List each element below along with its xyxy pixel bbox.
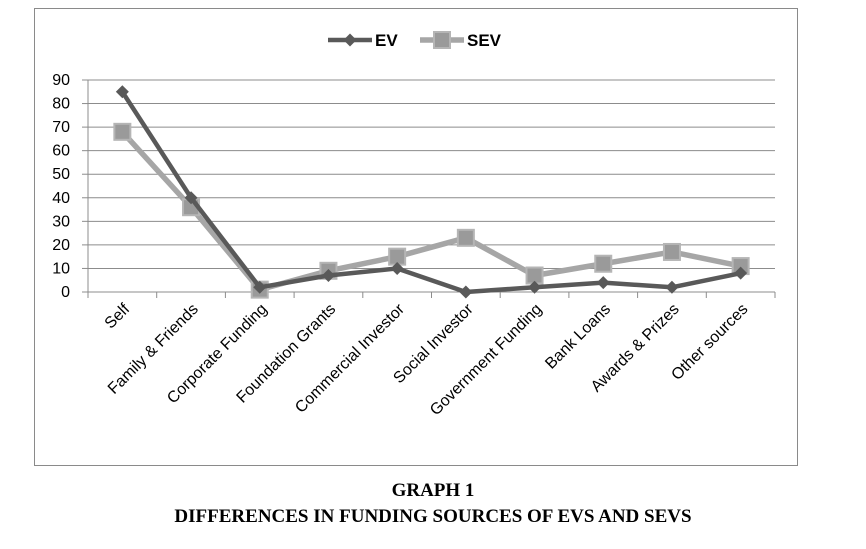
marker-square — [113, 122, 132, 141]
series-line-ev — [120, 90, 742, 295]
x-tick-label: Self — [102, 300, 134, 332]
y-tick-label: 50 — [52, 166, 70, 183]
y-tick-label: 30 — [52, 213, 70, 230]
series-line-sev — [120, 129, 742, 293]
point-ev — [665, 280, 679, 294]
point-ev — [596, 276, 610, 290]
series-sev — [113, 122, 750, 299]
point-ev — [115, 85, 129, 99]
marker-square — [594, 254, 613, 273]
y-tick-label: 20 — [52, 237, 70, 254]
marker-square — [456, 228, 475, 247]
legend-item-ev: EV — [328, 31, 398, 50]
y-tick-label: 70 — [52, 119, 70, 136]
chart-frame — [34, 8, 798, 466]
series-ev — [115, 85, 748, 299]
series-lines — [113, 85, 750, 299]
caption-subtitle: DIFFERENCES IN FUNDING SOURCES OF EVS AN… — [174, 506, 692, 527]
point-ev — [321, 269, 335, 283]
axes — [82, 79, 776, 298]
y-tick-label: 80 — [52, 96, 70, 113]
gridlines — [88, 79, 775, 269]
legend: EV SEV — [328, 31, 502, 50]
y-tick-label: 40 — [52, 190, 70, 207]
point-ev — [253, 280, 267, 294]
point-ev — [459, 285, 473, 299]
y-tick-label: 60 — [52, 143, 70, 160]
y-tick-labels: 0 10 20 30 40 50 60 70 80 90 — [52, 72, 70, 301]
point-sev — [113, 122, 132, 141]
point-ev — [184, 191, 198, 205]
marker-square — [662, 242, 681, 261]
y-tick-label: 0 — [61, 284, 70, 301]
point-ev — [528, 280, 542, 294]
point-ev — [734, 266, 748, 280]
legend-item-sev: SEV — [420, 31, 502, 50]
caption-title: GRAPH 1 — [391, 480, 475, 501]
x-tick-label: Government Funding — [427, 301, 545, 419]
legend-label-ev: EV — [375, 31, 398, 50]
legend-marker-sev — [433, 31, 451, 49]
point-sev — [456, 228, 475, 247]
legend-marker-ev — [343, 33, 357, 47]
y-tick-label: 90 — [52, 72, 70, 89]
point-ev — [390, 261, 404, 275]
x-tick-label: Bank Loans — [542, 301, 614, 373]
legend-label-sev: SEV — [467, 31, 502, 50]
y-tick-label: 10 — [52, 260, 70, 277]
figure-caption: GRAPH 1 DIFFERENCES IN FUNDING SOURCES O… — [0, 478, 866, 530]
marker-square — [433, 31, 451, 49]
point-sev — [662, 242, 681, 261]
point-sev — [594, 254, 613, 273]
